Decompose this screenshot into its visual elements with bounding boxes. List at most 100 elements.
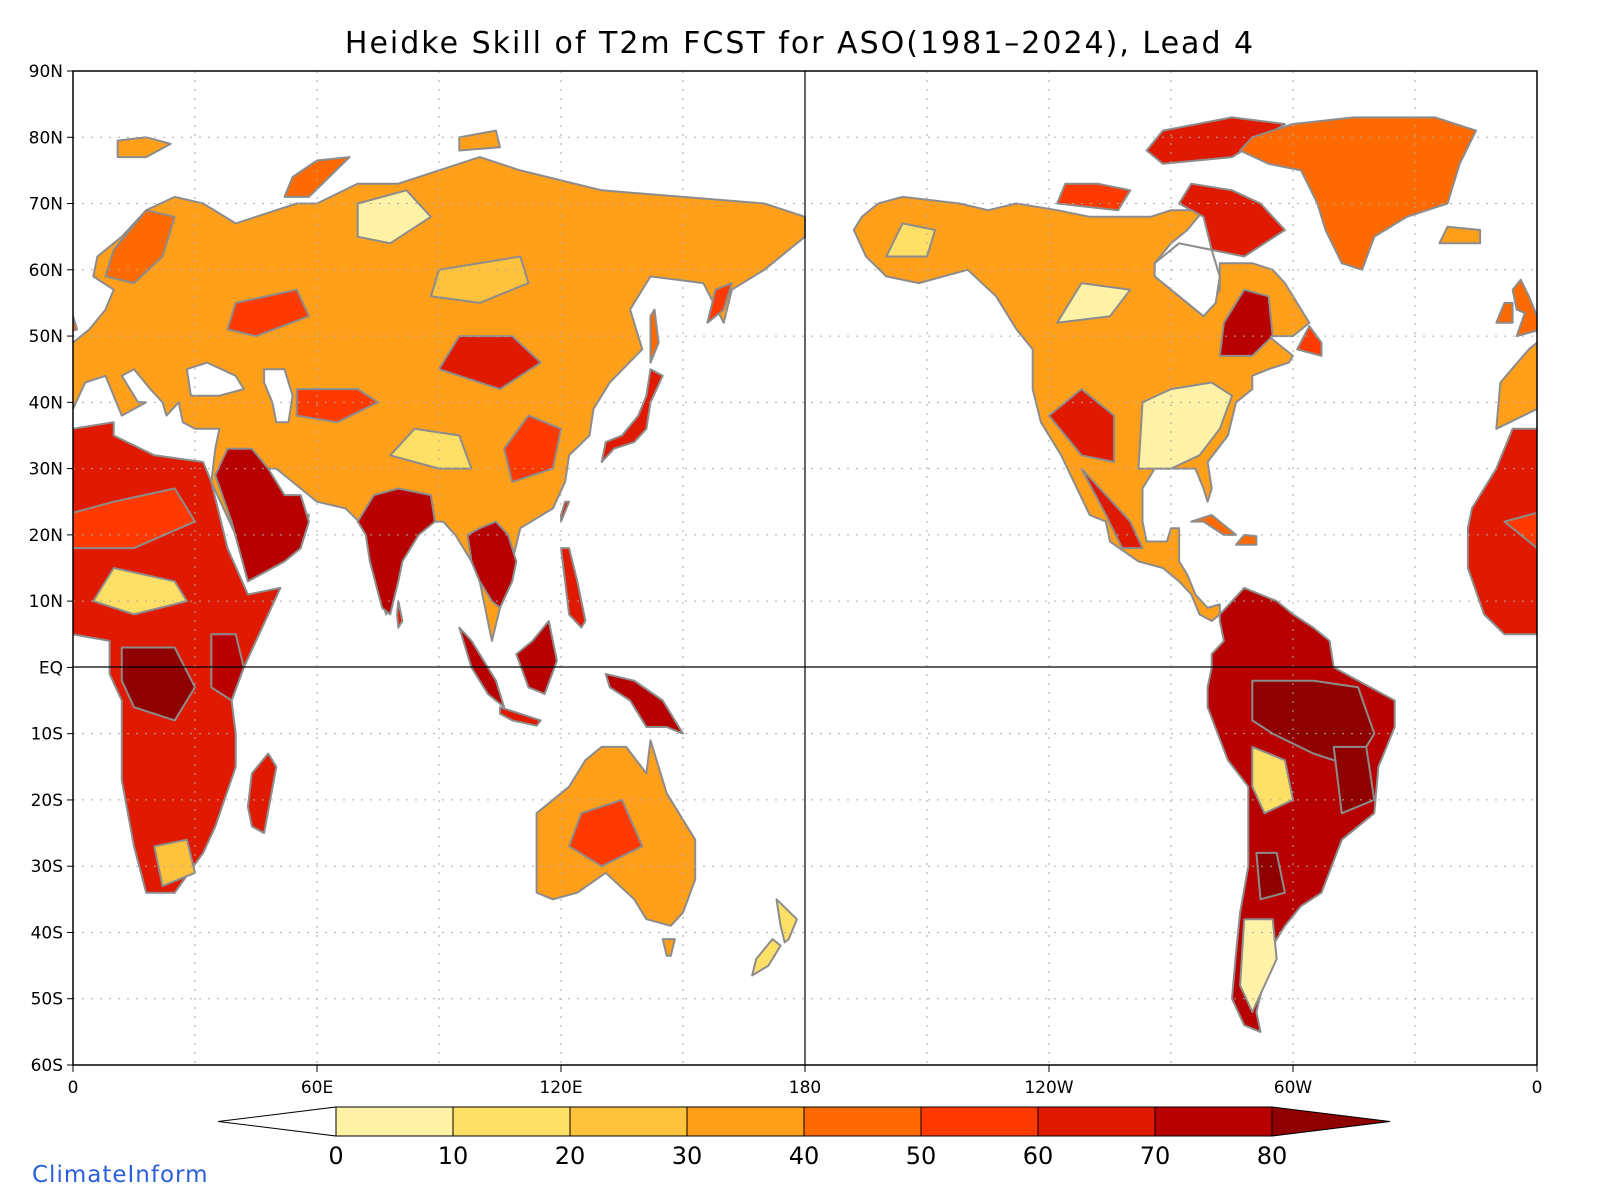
lat-label: 50S [31, 990, 63, 1010]
region-svalbard [1582, 137, 1600, 157]
region-cuba [1190, 514, 1238, 536]
region-newguinea [604, 673, 684, 735]
region-siberia-central [429, 255, 530, 304]
region-eurasia [1495, 341, 1537, 430]
lon-label: 0 [1532, 1078, 1543, 1098]
page-title: Heidke Skill of T2m FCST for ASO(1981–20… [344, 26, 1256, 61]
lat-label: 20N [29, 526, 63, 546]
region-scandinavia [1570, 210, 1600, 283]
region-arabia [214, 447, 310, 583]
colorbar-box [920, 1106, 1039, 1137]
lat-label: 30N [29, 460, 63, 480]
colorbar-tick-label: 20 [555, 1142, 586, 1170]
region-java [499, 706, 542, 727]
colorbar-box [1037, 1106, 1156, 1137]
colorbar-box [1154, 1106, 1273, 1137]
region-bolivia [1251, 745, 1294, 815]
lat-label: EQ [39, 658, 63, 678]
brand-label: ClimateInform [32, 1162, 209, 1188]
colorbar-tick-label: 50 [906, 1142, 937, 1170]
colorbar-box [686, 1106, 805, 1137]
region-india [356, 487, 436, 616]
region-patagonia [1239, 918, 1278, 1013]
region-sri-lanka [396, 600, 404, 629]
region-alaska-interior [885, 222, 937, 258]
colorbar-box [569, 1106, 688, 1137]
region-svalbard [116, 136, 172, 159]
lat-label: 40S [31, 923, 63, 943]
region-iceland [1438, 225, 1482, 245]
colorbar-box [452, 1106, 571, 1137]
region-tibet [389, 427, 473, 470]
latitude-labels: 90N 80N 70N 60N 50N 40N 30N 20N 10N EQ 10S 20S 30S 40… [29, 62, 73, 1076]
lat-label: 30S [31, 857, 63, 877]
region-philippines [560, 547, 587, 629]
region-africa [1466, 427, 1537, 636]
region-severnaya [458, 129, 501, 152]
region-kamchatka [706, 282, 733, 324]
region-uk [73, 313, 79, 332]
region-ellesmere [1145, 116, 1286, 165]
region-uk [1511, 278, 1537, 338]
colorbar-tick-label: 60 [1023, 1142, 1054, 1170]
gridlines [73, 71, 1537, 1065]
lat-label: 10N [29, 592, 63, 612]
region-iceland [0, 227, 16, 244]
colorbar-tick-label: 10 [438, 1142, 469, 1170]
region-scandinavia [104, 209, 176, 285]
region-china-east [503, 414, 562, 483]
region-us-midwest-east [1137, 381, 1233, 470]
region-black-sea [185, 361, 245, 397]
colorbar-arrow-low [217, 1106, 337, 1137]
lon-label: 60E [301, 1078, 333, 1098]
colorbar-tick-label: 80 [1257, 1142, 1288, 1170]
region-mongolia [438, 335, 542, 391]
lon-label: 120W [1024, 1078, 1073, 1098]
region-novaya-zemlya [283, 156, 351, 198]
lon-label: 0 [68, 1078, 79, 1098]
colorbar-tick-label: 40 [789, 1142, 820, 1170]
region-madagascar [246, 752, 278, 835]
lat-label: 60S [31, 1056, 63, 1076]
lon-label: 120E [539, 1078, 582, 1098]
region-congo [1586, 648, 1600, 721]
region-japan [600, 368, 664, 463]
region-tasmania [661, 938, 676, 957]
region-congo [120, 646, 196, 722]
colorbar-tick-label: 30 [672, 1142, 703, 1170]
lat-label: 60N [29, 261, 63, 281]
region-nz-south [751, 938, 782, 977]
lat-label: 10S [31, 725, 63, 745]
colorbar-tick-label: 70 [1140, 1142, 1171, 1170]
region-ireland [32, 303, 48, 323]
region-argentina-n [1255, 851, 1286, 901]
lat-label: 40N [29, 393, 63, 413]
colorbar-tick-label: 0 [328, 1142, 343, 1170]
region-sahel [1557, 568, 1600, 614]
lat-label: 90N [29, 62, 63, 82]
region-greenland [0, 117, 12, 269]
region-mexico [1080, 467, 1144, 550]
longitude-labels: 0 60E 120E 180 120W 60W 0 [68, 1065, 1543, 1098]
region-greenland [1239, 116, 1477, 271]
lon-label: 60W [1274, 1078, 1313, 1098]
region-russia-west [226, 288, 310, 338]
region-us-southwest [1048, 388, 1116, 463]
region-hispaniola [1235, 533, 1258, 546]
region-caspian [263, 368, 294, 424]
region-indochina [466, 520, 518, 609]
region-ireland [1495, 301, 1514, 324]
region-siberia-n [356, 189, 432, 245]
region-nz-north [775, 898, 798, 944]
colorbar-box [335, 1106, 454, 1137]
colorbar: 0 10 20 30 40 50 60 70 80 [217, 1106, 1391, 1170]
region-sahel [92, 567, 188, 616]
lon-label: 180 [789, 1078, 821, 1098]
region-australia-interior [568, 798, 644, 868]
region-borneo [515, 620, 558, 695]
region-canada-prairie [1056, 282, 1132, 324]
colorbar-arrow-high [1271, 1106, 1391, 1137]
colorbar-box [803, 1106, 922, 1137]
region-sakhalin [649, 308, 660, 364]
